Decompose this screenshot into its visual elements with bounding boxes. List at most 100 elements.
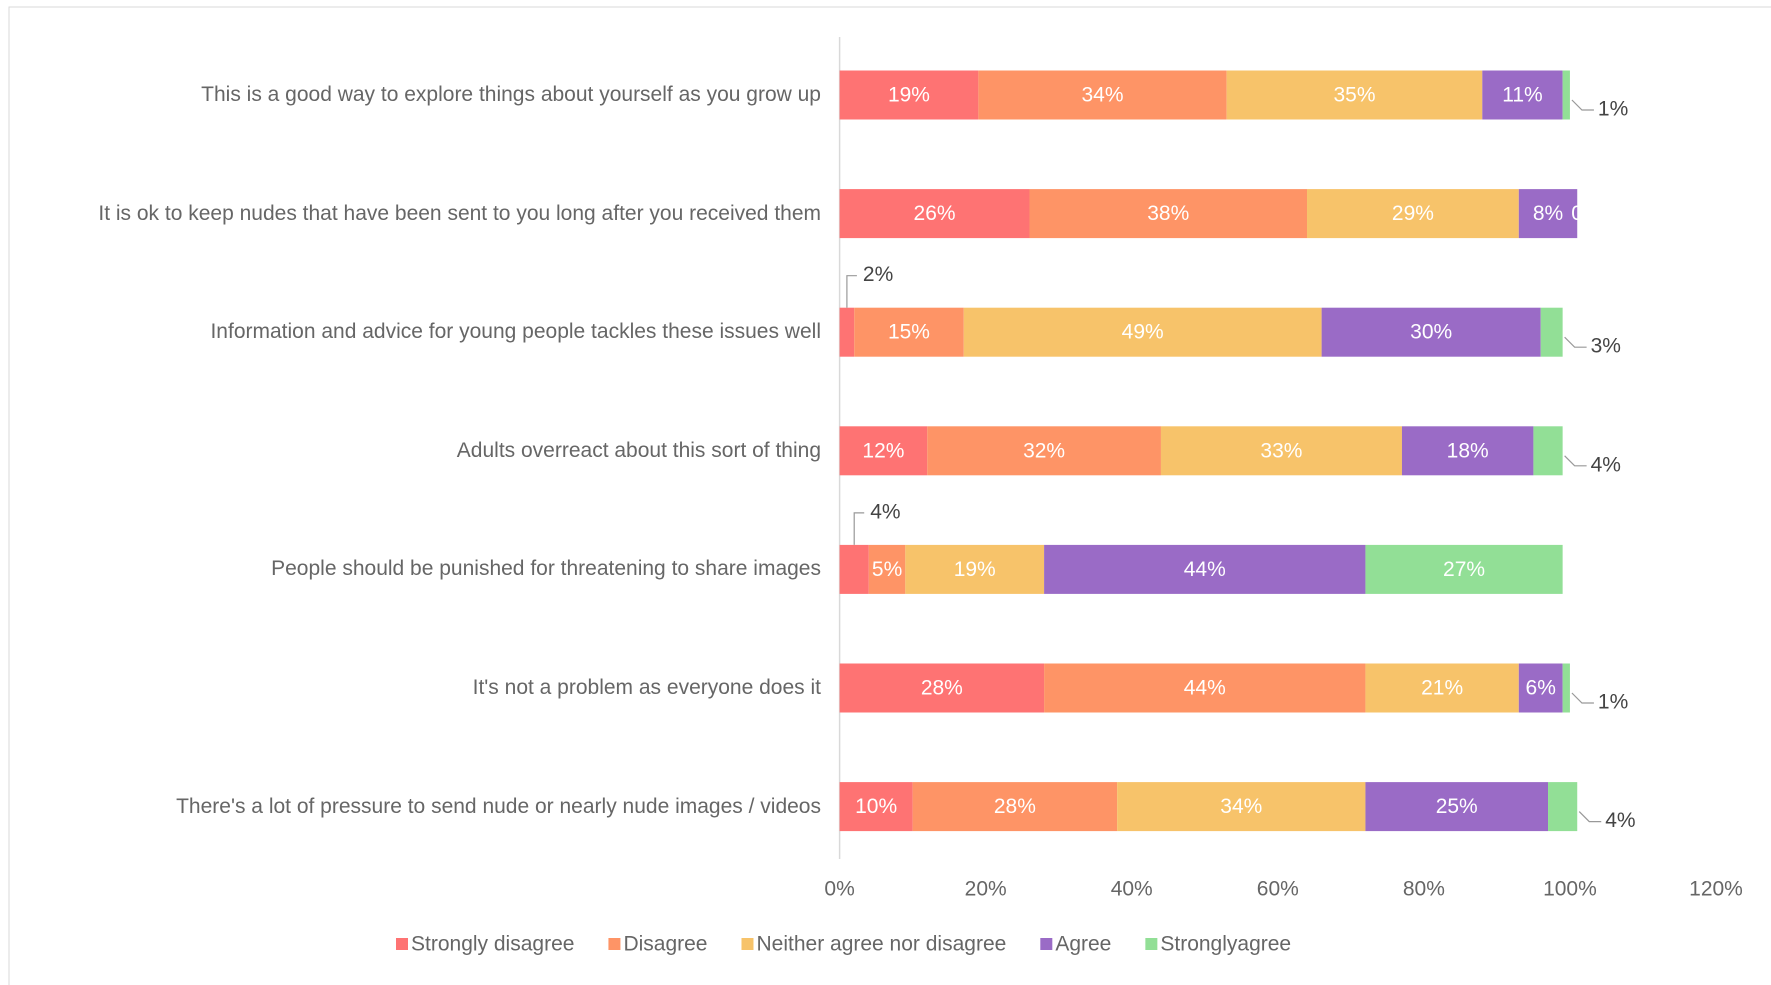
- category-text: There's a lot of pressure to send nude o…: [176, 794, 821, 818]
- value-label: 8%: [1533, 202, 1563, 225]
- value-label: 30%: [1410, 321, 1452, 344]
- value-label: 15%: [888, 321, 930, 344]
- value-label: 25%: [1436, 795, 1478, 818]
- value-label: 27%: [1443, 558, 1485, 581]
- value-label: 21%: [1421, 677, 1463, 700]
- legend-swatch: [1145, 938, 1158, 950]
- value-label: 4%: [1605, 809, 1635, 832]
- legend-swatch: [608, 938, 621, 950]
- category-label: This is a good way to explore things abo…: [21, 83, 821, 107]
- bar-segment: [839, 544, 869, 594]
- bar-segment: [1029, 189, 1308, 239]
- x-tick-label: 80%: [1403, 878, 1445, 901]
- value-label: 10%: [855, 795, 897, 818]
- bar-segment: [1321, 307, 1541, 357]
- value-label: 35%: [1333, 84, 1375, 107]
- leader-line: [1564, 336, 1587, 348]
- leader-line: [853, 512, 865, 545]
- bar-segment: [1533, 426, 1563, 476]
- bar-segment: [854, 307, 964, 357]
- value-label: 19%: [888, 84, 930, 107]
- category-label: It's not a problem as everyone does it: [21, 676, 821, 700]
- category-text: People should be punished for threatenin…: [271, 557, 821, 581]
- category-text: Adults overreact about this sort of thin…: [456, 438, 821, 462]
- value-label: 28%: [994, 795, 1036, 818]
- bar-segment: [1562, 663, 1570, 713]
- bar-segment: [1117, 782, 1366, 832]
- bar-segment: [1482, 70, 1563, 120]
- bar-segment: [1518, 663, 1563, 713]
- legend-label: Agree: [1055, 933, 1111, 956]
- legend-label: Disagree: [623, 933, 707, 956]
- bar-segment: [839, 307, 855, 357]
- value-label: 5%: [872, 558, 902, 581]
- bar-segment: [1365, 544, 1563, 594]
- bar-segment: [963, 307, 1322, 357]
- value-label: 6%: [1526, 677, 1556, 700]
- bar-segment: [978, 70, 1227, 120]
- leader-line: [1578, 811, 1602, 823]
- legend-swatch: [1040, 938, 1053, 950]
- value-label: 49%: [1122, 321, 1164, 344]
- bar-segment: [1365, 782, 1549, 832]
- bar-segment: [1401, 426, 1534, 476]
- value-label: 1%: [1598, 98, 1628, 121]
- bar-segment: [1044, 663, 1366, 713]
- leader-line: [1571, 692, 1594, 704]
- bar-segment: [905, 544, 1045, 594]
- bar-segment: [839, 426, 928, 476]
- legend-swatch: [396, 938, 408, 950]
- x-tick-label: 40%: [1111, 878, 1153, 901]
- leader-line: [846, 275, 857, 308]
- category-label: Information and advice for young people …: [21, 320, 821, 344]
- x-tick-label: 20%: [965, 878, 1007, 901]
- bar-segment: [1540, 307, 1563, 357]
- leader-line: [1571, 99, 1594, 111]
- value-label: 2%: [863, 263, 893, 286]
- bar-segment: [1365, 663, 1519, 713]
- value-label: 4%: [870, 500, 900, 523]
- value-label: 34%: [1220, 795, 1262, 818]
- value-label: 3%: [1591, 335, 1621, 358]
- bar-segment: [1044, 544, 1366, 594]
- bar-segment: [1562, 70, 1570, 120]
- bar-segment: [839, 189, 1030, 239]
- legend-label: Stronglyagree: [1160, 933, 1291, 956]
- bar-segment: [927, 426, 1161, 476]
- value-label: 38%: [1147, 202, 1189, 225]
- category-label: People should be punished for threatenin…: [21, 557, 821, 581]
- value-label: 32%: [1023, 439, 1065, 462]
- value-label: 29%: [1392, 202, 1434, 225]
- bar-segment: [1226, 70, 1483, 120]
- x-tick-label: 100%: [1543, 878, 1597, 901]
- category-text: It is ok to keep nudes that have been se…: [98, 201, 821, 225]
- category-label: There's a lot of pressure to send nude o…: [21, 795, 821, 819]
- chart-frame: [8, 6, 1771, 985]
- category-label: It is ok to keep nudes that have been se…: [21, 202, 821, 226]
- category-label: Adults overreact about this sort of thin…: [21, 439, 821, 463]
- bar-segment: [839, 782, 913, 832]
- value-label: 28%: [921, 677, 963, 700]
- x-tick-label: 0%: [824, 878, 854, 901]
- bar-segment: [1307, 189, 1519, 239]
- value-label: 34%: [1082, 84, 1124, 107]
- value-label: 44%: [1184, 677, 1226, 700]
- value-label: 1%: [1598, 691, 1628, 714]
- bar-segment: [912, 782, 1118, 832]
- value-label: 4%: [1591, 453, 1621, 476]
- value-label: 12%: [862, 439, 904, 462]
- bar-segment: [1160, 426, 1402, 476]
- category-text: Information and advice for young people …: [210, 320, 821, 344]
- bar-segment: [868, 544, 906, 594]
- bar-segment: [1548, 782, 1578, 832]
- x-tick-label: 60%: [1257, 878, 1299, 901]
- value-label: 44%: [1184, 558, 1226, 581]
- category-text: This is a good way to explore things abo…: [201, 83, 821, 106]
- value-label: 33%: [1260, 439, 1302, 462]
- value-label: 18%: [1447, 439, 1489, 462]
- value-label: 11%: [1502, 84, 1542, 107]
- legend-label: Neither agree nor disagree: [756, 933, 1006, 956]
- value-label: 0%: [1571, 202, 1601, 225]
